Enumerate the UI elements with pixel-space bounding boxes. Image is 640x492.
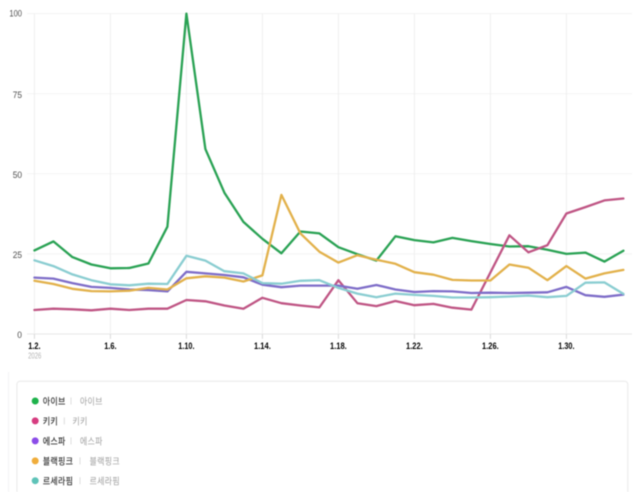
svg-text:75: 75 (13, 90, 22, 100)
svg-text:1.14.: 1.14. (254, 341, 271, 351)
svg-text:25: 25 (13, 250, 22, 260)
svg-text:1.2.: 1.2. (28, 341, 40, 351)
svg-text:0: 0 (17, 330, 22, 340)
svg-text:50: 50 (13, 170, 22, 180)
svg-text:1.30.: 1.30. (558, 341, 574, 351)
svg-text:1.22.: 1.22. (406, 341, 423, 351)
svg-text:1.18.: 1.18. (330, 341, 347, 351)
svg-text:2026: 2026 (28, 351, 41, 361)
svg-text:1.26.: 1.26. (482, 341, 499, 351)
svg-text:1.10.: 1.10. (178, 341, 194, 351)
svg-text:100: 100 (9, 9, 22, 19)
svg-text:1.6.: 1.6. (104, 341, 116, 351)
